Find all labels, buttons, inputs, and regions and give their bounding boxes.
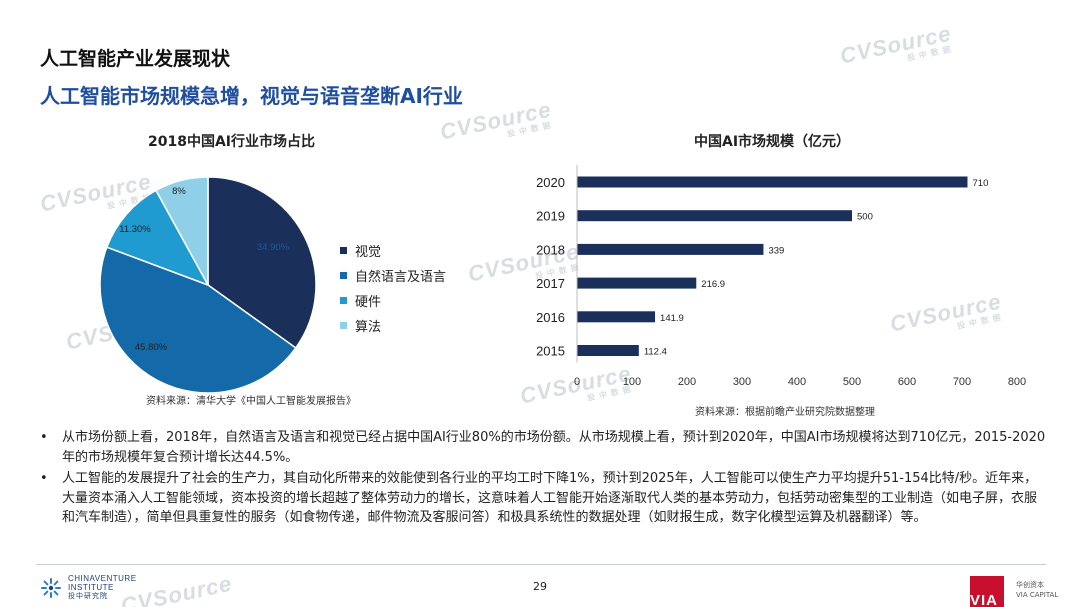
logo-line: CHINAVENTURE	[68, 574, 137, 583]
legend-item-vision: 视觉	[340, 238, 446, 263]
page-number: 29	[533, 580, 547, 593]
bar-chart-title: 中国AI市场规模（亿元）	[694, 134, 851, 150]
chinaventure-logo-icon	[41, 577, 61, 598]
category-label: 2020	[536, 175, 565, 190]
bar-data-label: 112.4	[644, 347, 667, 358]
bar	[577, 277, 697, 289]
category-label: 2016	[536, 310, 565, 325]
pie-slice	[105, 189, 210, 287]
bar-data-label: 141.9	[660, 313, 684, 324]
category-label: 2017	[536, 276, 565, 291]
bullet-item: 从市场份额上看，2018年，自然语言及语言和视觉已经占据中国AI行业80%的市场…	[36, 428, 1046, 467]
pie-slice	[99, 246, 297, 394]
via-logo-label-line: 华创资本	[1016, 581, 1044, 589]
bar-data-label: 216.9	[701, 279, 725, 290]
bar	[577, 210, 852, 222]
via-logo-label-line: VIA CAPITAL	[1016, 591, 1059, 599]
category-label: 2018	[536, 242, 565, 257]
x-tick-label: 600	[898, 376, 916, 388]
legend-label: 算法	[355, 320, 382, 335]
legend-item-hardware: 硬件	[340, 288, 446, 313]
x-tick-label: 500	[843, 376, 861, 388]
pie-chart-title: 2018中国AI行业市场占比	[148, 134, 316, 150]
bullet-list: 从市场份额上看，2018年，自然语言及语言和视觉已经占据中国AI行业80%的市场…	[36, 428, 1046, 530]
x-tick-label: 400	[788, 376, 806, 388]
bar	[577, 311, 656, 323]
bullet-item: 人工智能的发展提升了社会的生产力，其自动化所带来的效能使到各行业的平均工时下降1…	[36, 469, 1046, 528]
pie-data-label: 34.90%	[257, 242, 290, 253]
footer-divider	[36, 564, 1046, 565]
legend-label: 视觉	[355, 245, 382, 260]
logo-line: INSTITUTE	[68, 583, 114, 592]
pie-data-label: 8%	[172, 186, 186, 197]
via-logo-text: VIA	[970, 592, 999, 607]
bar-data-label: 339	[768, 245, 784, 256]
pie-chart: 34.90% 45.80% 11.30% 8%	[99, 176, 317, 394]
legend-swatch	[340, 322, 347, 329]
via-logo-mark	[970, 576, 1004, 607]
chinaventure-logo: CHINAVENTURE INSTITUTE 投中研究院	[40, 574, 137, 601]
x-tick-label: 200	[678, 376, 696, 388]
bar	[577, 176, 968, 188]
pie-slice	[154, 176, 209, 286]
legend-label: 硬件	[355, 295, 382, 310]
legend-swatch	[340, 247, 347, 254]
x-tick-label: 300	[733, 376, 751, 388]
pie-data-label: 11.30%	[119, 224, 151, 235]
pie-slice	[207, 176, 317, 349]
category-label: 2019	[536, 209, 565, 224]
legend-label: 自然语言及语言	[355, 270, 447, 285]
via-capital-logo: VIA 华创资本 VIA CAPITAL	[970, 576, 1080, 607]
bar	[577, 345, 639, 356]
page-title: 人工智能产业发展现状	[40, 48, 231, 70]
via-logo-label: 华创资本 VIA CAPITAL	[1016, 580, 1058, 600]
logo-line: 投中研究院	[68, 593, 108, 600]
pie-data-label: 45.80%	[135, 342, 168, 353]
bar	[577, 243, 764, 255]
x-tick-label: 800	[1008, 376, 1026, 388]
bar-data-label: 500	[857, 212, 873, 223]
page-subtitle: 人工智能市场规模急增，视觉与语音垄断AI行业	[40, 84, 463, 108]
pie-legend: 视觉 自然语言及语言 硬件 算法	[340, 238, 446, 338]
legend-swatch	[340, 297, 347, 304]
x-tick-label: 100	[623, 376, 641, 388]
legend-item-nlp: 自然语言及语言	[340, 263, 446, 288]
bar-data-label: 710	[973, 178, 989, 189]
bar-source-note: 资料来源：根据前瞻产业研究院数据整理	[695, 407, 875, 418]
legend-item-algorithm: 算法	[340, 313, 446, 338]
category-label: 2015	[536, 344, 565, 359]
x-tick-label: 0	[574, 376, 580, 388]
pie-source-note: 资料来源：清华大学《中国人工智能发展报告》	[146, 396, 356, 407]
bar-chart: 2020 710 2019 500 2018 339 2017 216.9 2016 141.9 2…	[536, 165, 1026, 388]
legend-swatch	[340, 272, 347, 279]
x-tick-label: 700	[953, 376, 971, 388]
